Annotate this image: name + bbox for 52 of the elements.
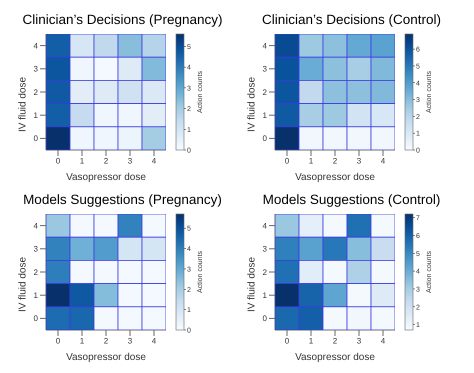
y-axis-title: IV fluid dose	[246, 76, 258, 132]
y-tick-label: 1	[262, 111, 268, 120]
y-tick-label: 0	[262, 314, 268, 324]
y-tick-label: 1	[34, 111, 39, 120]
chart-title: Clinician’s Decisions (Control)	[260, 12, 442, 27]
x-axis-title: Vasopressor dose	[295, 352, 376, 363]
y-tick-label: 1	[34, 291, 39, 300]
x-tick-label: 1	[308, 156, 314, 166]
x-tick-label: 0	[284, 336, 290, 346]
x-tick-label: 2	[332, 156, 338, 166]
y-tick-label: 4	[262, 41, 268, 50]
y-tick-label: 2	[34, 88, 39, 97]
x-tick-label: 0	[56, 156, 61, 166]
y-axis-title: IV fluid dose	[18, 76, 29, 132]
chart-title: Models Suggestions (Pregnancy)	[22, 192, 223, 207]
y-tick-label: 4	[34, 221, 39, 230]
y-tick-label: 2	[262, 268, 268, 277]
chart-title: Clinician’s Decisions (Pregnancy)	[21, 12, 224, 27]
y-tick-label: 2	[34, 268, 39, 277]
y-axis-title: IV fluid dose	[18, 256, 29, 312]
chart-title: Models Suggestions (Control)	[262, 192, 442, 207]
x-tick-label: 1	[308, 336, 314, 346]
x-axis-title: Vasopressor dose	[66, 172, 146, 183]
y-tick-label: 3	[262, 244, 268, 254]
x-tick-label: 1	[80, 156, 85, 166]
x-tick-label: 3	[128, 156, 133, 166]
y-tick-label: 0	[34, 134, 39, 144]
x-tick-label: 2	[104, 156, 109, 166]
x-tick-label: 4	[152, 156, 157, 166]
x-tick-label: 2	[104, 336, 109, 346]
x-tick-label: 3	[356, 336, 362, 346]
y-tick-label: 3	[262, 64, 268, 74]
x-tick-label: 3	[356, 156, 362, 166]
x-tick-label: 4	[380, 336, 386, 346]
y-axis-title: IV fluid dose	[246, 256, 258, 312]
y-tick-label: 2	[262, 88, 268, 97]
y-tick-label: 4	[262, 221, 268, 230]
x-tick-label: 0	[56, 336, 61, 346]
y-tick-label: 4	[34, 41, 39, 50]
y-tick-label: 3	[34, 64, 39, 74]
x-tick-label: 4	[152, 336, 157, 346]
x-tick-label: 4	[380, 156, 386, 166]
x-tick-label: 2	[332, 336, 338, 346]
x-tick-label: 1	[80, 336, 85, 346]
x-tick-label: 0	[284, 156, 290, 166]
y-tick-label: 0	[34, 314, 39, 324]
x-axis-title: Vasopressor dose	[295, 172, 376, 183]
y-tick-label: 3	[34, 244, 39, 254]
x-tick-label: 3	[128, 336, 133, 346]
y-tick-label: 0	[262, 134, 268, 144]
y-tick-label: 1	[262, 291, 268, 300]
x-axis-title: Vasopressor dose	[66, 352, 146, 363]
